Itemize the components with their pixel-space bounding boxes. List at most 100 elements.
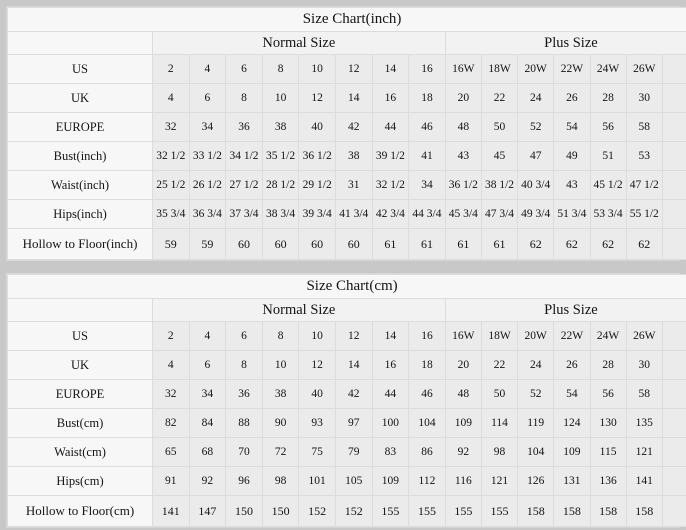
data-cell: 101 bbox=[298, 466, 336, 496]
data-cell: 4 bbox=[152, 83, 190, 113]
data-cell: 24 bbox=[517, 83, 555, 113]
data-cell: 20W bbox=[517, 321, 555, 351]
trailing-cell bbox=[661, 408, 686, 438]
data-cell: 42 bbox=[334, 112, 373, 142]
data-cell: 96 bbox=[225, 466, 263, 496]
data-cell: 10 bbox=[298, 321, 336, 351]
group-header-normal-size: Normal Size bbox=[152, 31, 446, 55]
data-cell: 50 bbox=[480, 112, 519, 142]
row-label: Hollow to Floor(cm) bbox=[7, 495, 153, 527]
row-label: Waist(inch) bbox=[7, 170, 153, 200]
data-cell: 152 bbox=[298, 495, 336, 527]
table-row: Bust(cm) 82 84 88 90 93 97 100 104 109 114 119 124 13… bbox=[7, 408, 686, 438]
data-cell: 4 bbox=[188, 54, 227, 84]
data-cell: 8 bbox=[225, 350, 263, 380]
data-cell: 12 bbox=[334, 54, 373, 84]
data-cell: 135 bbox=[625, 408, 663, 438]
data-cell: 18 bbox=[408, 83, 446, 113]
data-cell: 155 bbox=[444, 495, 482, 527]
data-cell: 83 bbox=[371, 437, 410, 467]
data-cell: 91 bbox=[152, 466, 190, 496]
data-cell: 72 bbox=[261, 437, 300, 467]
data-cell: 158 bbox=[589, 495, 627, 527]
data-cell: 41 bbox=[408, 141, 446, 171]
data-cell: 10 bbox=[298, 54, 336, 84]
data-cell: 36 bbox=[225, 112, 263, 142]
data-cell: 45 bbox=[480, 141, 519, 171]
data-cell: 34 1/2 bbox=[225, 141, 263, 171]
data-cell: 158 bbox=[625, 495, 663, 527]
data-cell: 70 bbox=[225, 437, 263, 467]
data-cell: 6 bbox=[225, 321, 263, 351]
trailing-cell bbox=[661, 112, 686, 142]
data-cell: 45 3/4 bbox=[444, 199, 482, 229]
data-cell: 30 bbox=[625, 83, 663, 113]
data-cell: 36 bbox=[225, 379, 263, 409]
data-cell: 14 bbox=[371, 321, 410, 351]
data-cell: 126 bbox=[517, 466, 555, 496]
data-cell: 109 bbox=[553, 437, 591, 467]
data-cell: 84 bbox=[188, 408, 227, 438]
row-label: Bust(cm) bbox=[7, 408, 153, 438]
trailing-cell bbox=[661, 437, 686, 467]
data-cell: 59 bbox=[152, 228, 190, 260]
data-cell: 47 1/2 bbox=[625, 170, 663, 200]
data-cell: 6 bbox=[225, 54, 263, 84]
chart-title: Size Chart(inch) bbox=[6, 7, 686, 32]
data-cell: 150 bbox=[225, 495, 263, 527]
trailing-cell bbox=[661, 228, 686, 260]
data-cell: 52 bbox=[517, 379, 555, 409]
data-cell: 14 bbox=[334, 350, 373, 380]
data-cell: 50 bbox=[480, 379, 519, 409]
data-cell: 36 1/2 bbox=[298, 141, 336, 171]
data-cell: 8 bbox=[261, 54, 300, 84]
group-header-row: Normal Size Plus Size bbox=[7, 31, 686, 55]
data-cell: 104 bbox=[408, 408, 446, 438]
data-cell: 51 3/4 bbox=[553, 199, 591, 229]
data-cell: 53 3/4 bbox=[589, 199, 627, 229]
row-label: US bbox=[7, 321, 153, 351]
data-cell: 26 1/2 bbox=[188, 170, 227, 200]
row-label: UK bbox=[7, 350, 153, 380]
data-cell: 116 bbox=[444, 466, 482, 496]
data-cell: 56 bbox=[589, 112, 627, 142]
size-table: Size Chart(cm) Normal Size Plus Size US 2 4 6 8… bbox=[6, 274, 686, 527]
data-cell: 36 1/2 bbox=[444, 170, 482, 200]
table-row: EUROPE 32 34 36 38 40 42 44 46 48 50 52 54 56 58 bbox=[7, 379, 686, 409]
data-cell: 121 bbox=[625, 437, 663, 467]
data-cell: 30 bbox=[625, 350, 663, 380]
data-cell: 31 bbox=[334, 170, 373, 200]
data-cell: 62 bbox=[553, 228, 591, 260]
trailing-cell bbox=[661, 379, 686, 409]
data-cell: 45 1/2 bbox=[589, 170, 627, 200]
data-cell: 54 bbox=[553, 112, 591, 142]
data-cell: 32 bbox=[152, 112, 190, 142]
data-cell: 22 bbox=[480, 83, 519, 113]
size-table: Size Chart(inch) Normal Size Plus Size US 2 4… bbox=[6, 7, 686, 260]
data-cell: 152 bbox=[334, 495, 373, 527]
data-cell: 10 bbox=[261, 350, 300, 380]
data-cell: 46 bbox=[408, 379, 446, 409]
trailing-cell bbox=[661, 54, 686, 84]
data-cell: 22W bbox=[553, 321, 591, 351]
table-row: EUROPE 32 34 36 38 40 42 44 46 48 50 52 54 56 58 bbox=[7, 112, 686, 142]
group-header-plus-size: Plus Size bbox=[444, 298, 686, 322]
data-cell: 65 bbox=[152, 437, 190, 467]
data-cell: 46 bbox=[408, 112, 446, 142]
trailing-cell bbox=[661, 321, 686, 351]
data-cell: 88 bbox=[225, 408, 263, 438]
data-cell: 48 bbox=[444, 112, 482, 142]
trailing-cell bbox=[661, 466, 686, 496]
group-corner-cell bbox=[7, 31, 153, 55]
data-cell: 105 bbox=[334, 466, 373, 496]
data-cell: 14 bbox=[371, 54, 410, 84]
data-cell: 62 bbox=[625, 228, 663, 260]
data-cell: 43 bbox=[444, 141, 482, 171]
data-cell: 29 1/2 bbox=[298, 170, 336, 200]
table-row: Bust(inch) 32 1/2 33 1/2 34 1/2 35 1/2 36 1/2… bbox=[7, 141, 686, 171]
data-cell: 20W bbox=[517, 54, 555, 84]
data-cell: 60 bbox=[334, 228, 373, 260]
data-cell: 92 bbox=[444, 437, 482, 467]
data-cell: 18W bbox=[480, 321, 519, 351]
data-cell: 12 bbox=[298, 83, 336, 113]
